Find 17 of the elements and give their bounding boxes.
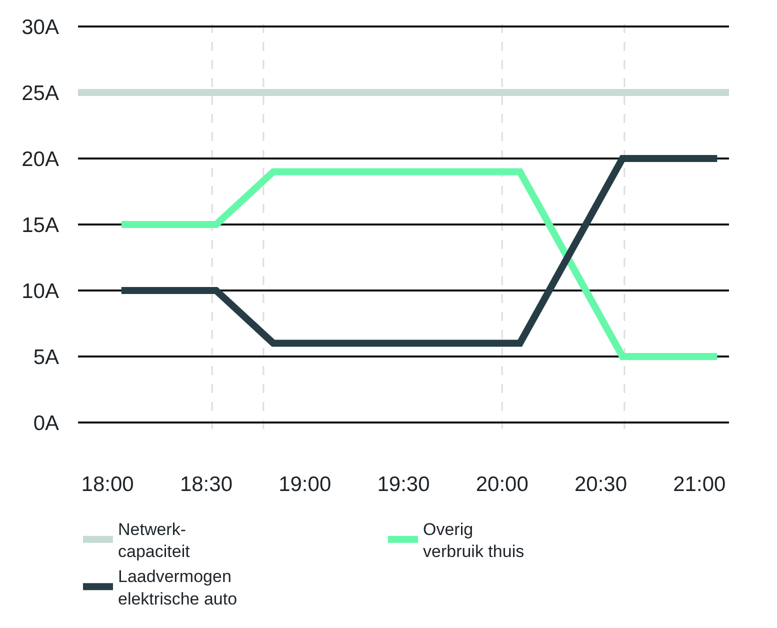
y-tick-label: 25A bbox=[22, 82, 59, 105]
y-tick-label: 10A bbox=[22, 280, 59, 303]
y-tick-label: 20A bbox=[22, 148, 59, 171]
legend-label: Laadvermogen elektrische auto bbox=[118, 567, 238, 608]
x-tick-label: 21:00 bbox=[673, 473, 726, 496]
legend-label: Overig verbruik thuis bbox=[423, 520, 524, 562]
x-tick-label: 20:00 bbox=[476, 473, 528, 496]
y-tick-label: 15A bbox=[22, 214, 59, 237]
y-tick-label: 5A bbox=[33, 346, 59, 369]
x-tick-label: 18:00 bbox=[81, 473, 134, 496]
x-tick-label: 19:30 bbox=[377, 473, 430, 496]
x-tick-label: 18:30 bbox=[180, 473, 233, 496]
y-tick-label: 30A bbox=[22, 16, 59, 39]
y-tick-label: 0A bbox=[33, 412, 59, 435]
x-tick-label: 19:00 bbox=[278, 473, 332, 496]
x-tick-label: 20:30 bbox=[574, 473, 628, 496]
legend-label: Netwerk- capaciteit bbox=[118, 520, 190, 562]
